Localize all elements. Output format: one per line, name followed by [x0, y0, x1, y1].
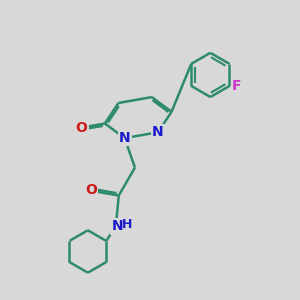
Text: N: N [119, 131, 130, 145]
Text: H: H [122, 218, 132, 232]
Text: F: F [232, 79, 242, 93]
Text: N: N [152, 125, 164, 139]
Text: N: N [112, 220, 123, 233]
Text: O: O [76, 121, 88, 135]
Text: O: O [85, 183, 97, 197]
